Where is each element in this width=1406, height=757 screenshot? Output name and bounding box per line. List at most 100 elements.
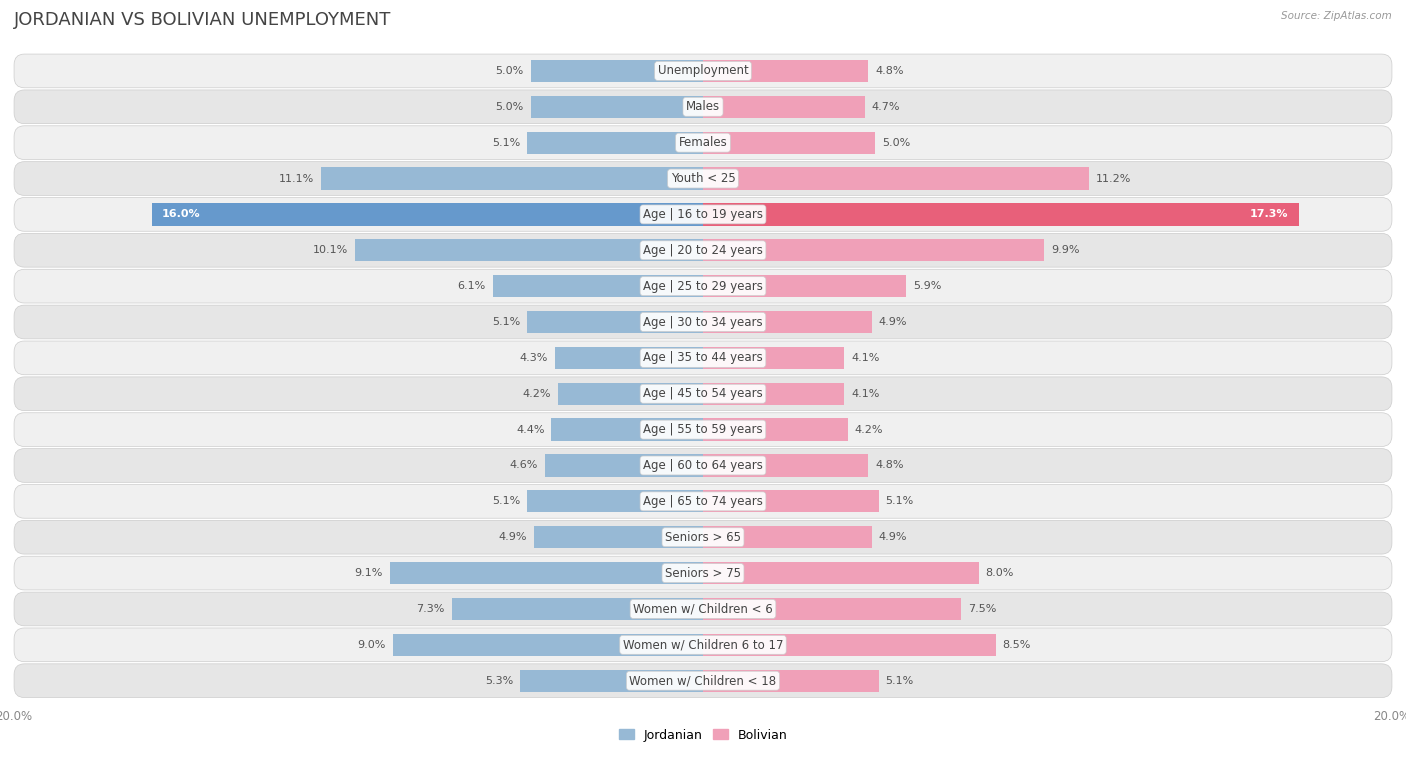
Legend: Jordanian, Bolivian: Jordanian, Bolivian [613,724,793,746]
Bar [494,275,703,298]
Text: 7.3%: 7.3% [416,604,444,614]
Bar [356,239,703,261]
Text: 4.2%: 4.2% [523,389,551,399]
Bar [544,454,703,477]
Text: 16.0%: 16.0% [162,210,201,220]
Text: Age | 45 to 54 years: Age | 45 to 54 years [643,388,763,400]
FancyBboxPatch shape [14,520,1392,554]
Bar [703,526,872,548]
Text: 5.1%: 5.1% [886,676,914,686]
Text: Age | 25 to 29 years: Age | 25 to 29 years [643,279,763,293]
Text: 9.0%: 9.0% [357,640,387,650]
FancyBboxPatch shape [14,592,1392,626]
Bar [527,311,703,333]
FancyBboxPatch shape [14,162,1392,195]
Bar [703,382,844,405]
Bar [703,60,869,82]
FancyBboxPatch shape [14,198,1392,231]
FancyBboxPatch shape [14,126,1392,160]
Text: 5.0%: 5.0% [882,138,910,148]
Text: 6.1%: 6.1% [458,281,486,291]
Text: 11.1%: 11.1% [278,173,314,183]
Text: 7.5%: 7.5% [969,604,997,614]
Text: Age | 55 to 59 years: Age | 55 to 59 years [643,423,763,436]
Text: Age | 35 to 44 years: Age | 35 to 44 years [643,351,763,364]
Text: 4.9%: 4.9% [879,317,907,327]
Bar [534,526,703,548]
Text: 4.9%: 4.9% [499,532,527,542]
FancyBboxPatch shape [14,449,1392,482]
FancyBboxPatch shape [14,556,1392,590]
Bar [152,204,703,226]
FancyBboxPatch shape [14,484,1392,519]
Bar [703,491,879,512]
Bar [703,419,848,441]
Text: 5.0%: 5.0% [496,101,524,112]
FancyBboxPatch shape [14,54,1392,88]
Text: Youth < 25: Youth < 25 [671,172,735,185]
Bar [555,347,703,369]
FancyBboxPatch shape [14,664,1392,697]
Bar [703,204,1299,226]
Bar [703,347,844,369]
Text: Males: Males [686,100,720,114]
Bar [531,60,703,82]
Text: Females: Females [679,136,727,149]
Text: 8.0%: 8.0% [986,568,1014,578]
Text: 4.1%: 4.1% [851,353,880,363]
Text: 10.1%: 10.1% [314,245,349,255]
FancyBboxPatch shape [14,233,1392,267]
Text: 4.8%: 4.8% [875,66,904,76]
Bar [527,491,703,512]
Bar [703,562,979,584]
Text: Age | 60 to 64 years: Age | 60 to 64 years [643,459,763,472]
Text: 5.1%: 5.1% [492,317,520,327]
Text: Source: ZipAtlas.com: Source: ZipAtlas.com [1281,11,1392,21]
Text: Unemployment: Unemployment [658,64,748,77]
FancyBboxPatch shape [14,305,1392,339]
Bar [703,167,1088,190]
Text: 17.3%: 17.3% [1250,210,1289,220]
Text: 5.0%: 5.0% [496,66,524,76]
Text: 9.9%: 9.9% [1050,245,1080,255]
FancyBboxPatch shape [14,90,1392,123]
Text: 4.1%: 4.1% [851,389,880,399]
Bar [392,634,703,656]
Text: 4.2%: 4.2% [855,425,883,435]
Text: 5.1%: 5.1% [886,497,914,506]
Text: Seniors > 75: Seniors > 75 [665,566,741,580]
FancyBboxPatch shape [14,628,1392,662]
Bar [703,598,962,620]
Bar [703,239,1045,261]
Bar [451,598,703,620]
Bar [703,95,865,118]
Text: Women w/ Children < 6: Women w/ Children < 6 [633,603,773,615]
Text: Age | 30 to 34 years: Age | 30 to 34 years [643,316,763,329]
Text: 8.5%: 8.5% [1002,640,1031,650]
FancyBboxPatch shape [14,413,1392,447]
Text: JORDANIAN VS BOLIVIAN UNEMPLOYMENT: JORDANIAN VS BOLIVIAN UNEMPLOYMENT [14,11,391,30]
Bar [703,275,907,298]
Bar [703,454,869,477]
Bar [520,670,703,692]
Text: Women w/ Children < 18: Women w/ Children < 18 [630,674,776,687]
Text: Age | 20 to 24 years: Age | 20 to 24 years [643,244,763,257]
Text: 4.4%: 4.4% [516,425,544,435]
Bar [703,634,995,656]
Bar [703,670,879,692]
Text: 5.3%: 5.3% [485,676,513,686]
Text: 4.3%: 4.3% [520,353,548,363]
FancyBboxPatch shape [14,269,1392,303]
Text: Women w/ Children 6 to 17: Women w/ Children 6 to 17 [623,638,783,651]
Text: Seniors > 65: Seniors > 65 [665,531,741,544]
FancyBboxPatch shape [14,341,1392,375]
Text: 5.1%: 5.1% [492,497,520,506]
Text: 4.6%: 4.6% [509,460,537,471]
Text: Age | 65 to 74 years: Age | 65 to 74 years [643,495,763,508]
Bar [321,167,703,190]
Text: 4.8%: 4.8% [875,460,904,471]
Text: Age | 16 to 19 years: Age | 16 to 19 years [643,208,763,221]
FancyBboxPatch shape [14,377,1392,410]
Text: 11.2%: 11.2% [1095,173,1130,183]
Text: 4.9%: 4.9% [879,532,907,542]
